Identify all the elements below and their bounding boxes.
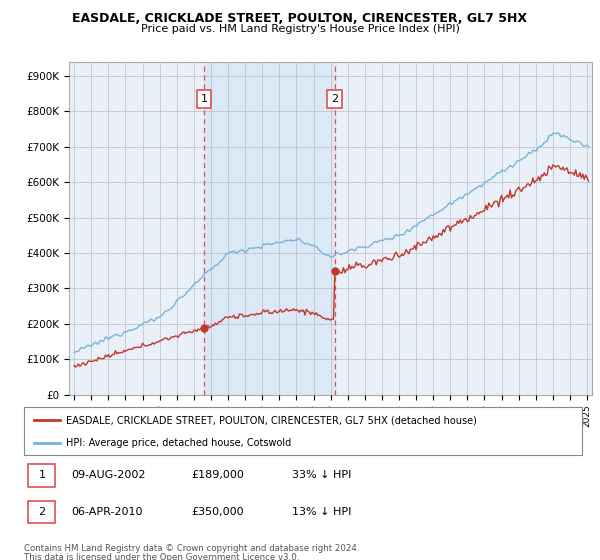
Text: 06-APR-2010: 06-APR-2010 [71,507,143,517]
Text: Contains HM Land Registry data © Crown copyright and database right 2024.: Contains HM Land Registry data © Crown c… [24,544,359,553]
Text: This data is licensed under the Open Government Licence v3.0.: This data is licensed under the Open Gov… [24,553,299,560]
FancyBboxPatch shape [28,501,55,524]
Text: 1: 1 [200,94,208,104]
Text: Price paid vs. HM Land Registry's House Price Index (HPI): Price paid vs. HM Land Registry's House … [140,24,460,34]
Text: 33% ↓ HPI: 33% ↓ HPI [292,470,351,480]
Text: 2: 2 [38,507,46,517]
Text: 09-AUG-2002: 09-AUG-2002 [71,470,146,480]
Text: £189,000: £189,000 [191,470,244,480]
Text: EASDALE, CRICKLADE STREET, POULTON, CIRENCESTER, GL7 5HX: EASDALE, CRICKLADE STREET, POULTON, CIRE… [73,12,527,25]
Text: 1: 1 [38,470,46,480]
FancyBboxPatch shape [28,464,55,487]
Bar [204,62,335,395]
Text: EASDALE, CRICKLADE STREET, POULTON, CIRENCESTER, GL7 5HX (detached house): EASDALE, CRICKLADE STREET, POULTON, CIRE… [66,416,477,426]
FancyBboxPatch shape [24,407,582,455]
Text: HPI: Average price, detached house, Cotswold: HPI: Average price, detached house, Cots… [66,438,291,448]
Text: 13% ↓ HPI: 13% ↓ HPI [292,507,351,517]
Text: £350,000: £350,000 [191,507,244,517]
Text: 2: 2 [331,94,338,104]
